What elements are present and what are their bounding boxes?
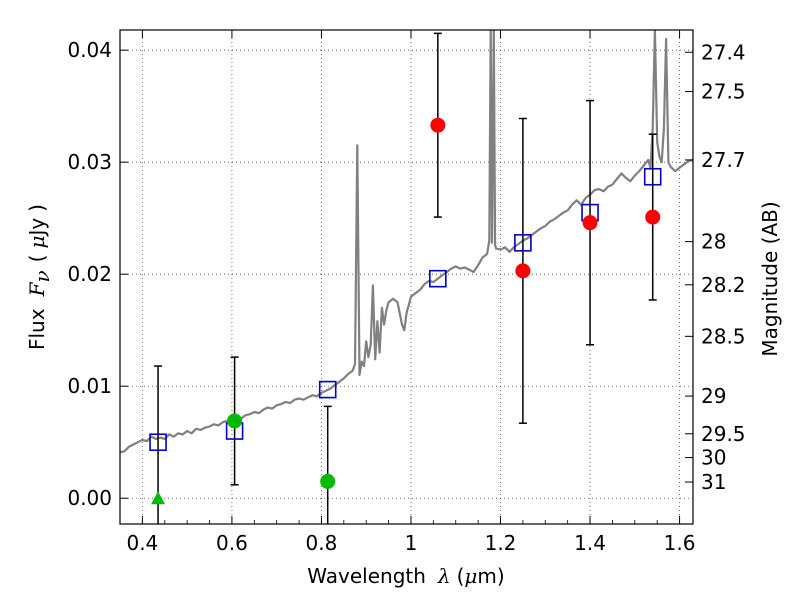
x-tick-label: 1	[405, 531, 418, 555]
model-photometry-square	[149, 433, 167, 452]
magnitude-tick-label: 28.5	[701, 324, 746, 348]
y-axis-ticks: 0.00 0.01 0.02 0.03 0.04	[67, 38, 128, 510]
x-tick-label: 0.8	[306, 531, 338, 555]
magnitude-tick-label: 27.4	[701, 40, 746, 64]
y-axis-symbol: F	[25, 281, 49, 297]
model-photometry-square	[318, 380, 337, 399]
y-tick-label: 0.01	[67, 374, 112, 398]
y-axis-unit-close: )	[25, 204, 49, 212]
y-tick-label: 0.00	[67, 486, 112, 510]
magnitude-tick-label: 27.5	[701, 80, 746, 104]
y-tick-label: 0.04	[67, 38, 112, 62]
y-tick-label: 0.02	[67, 262, 112, 286]
magnitude-tick-label: 28.2	[701, 273, 746, 297]
magnitude-tick-label: 27.7	[701, 148, 746, 172]
model-photometry-square	[429, 269, 447, 288]
observed-nir-point	[515, 263, 531, 279]
x-tick-label: 0.6	[216, 531, 248, 555]
observed-nir-point	[582, 215, 598, 231]
model-photometry-square	[643, 167, 662, 186]
magnitude-tick-label: 29.5	[701, 422, 746, 446]
observed-optical-point	[227, 413, 243, 429]
plot-background	[120, 30, 693, 524]
y-axis-label: Flux Fν ( μJy)	[25, 204, 54, 350]
x-axis-symbol: λ	[437, 564, 451, 588]
y-axis-symbol-subscript: ν	[30, 270, 54, 282]
x-tick-label: 0.4	[126, 531, 158, 555]
x-axis-unit-rest: m)	[477, 564, 504, 588]
observed-nir-point	[430, 117, 446, 133]
y-tick-label: 0.03	[67, 150, 112, 174]
x-tick-label: 1.2	[485, 531, 517, 555]
x-axis-label: Wavelength λ (μm)	[307, 564, 504, 588]
observed-nir-point	[645, 209, 661, 225]
y-axis-unit-rest: Jy	[25, 218, 49, 238]
x-tick-label: 1.6	[664, 531, 696, 555]
x-axis-ticks: 0.4 0.6 0.8 1 1.2 1.4 1.6	[119, 30, 696, 555]
plot-frame	[119, 29, 694, 525]
x-axis-unit-open: (	[457, 564, 465, 588]
magnitude-axis-label: Magnitude (AB)	[758, 201, 782, 356]
observed-optical-point	[320, 473, 336, 489]
y-axis-unit-open: (	[25, 255, 49, 263]
y-axis-label-text: Flux	[25, 308, 49, 350]
x-tick-label: 1.4	[574, 531, 606, 555]
model-photometry-square	[514, 234, 532, 252]
observed-optical-upper-limit-triangle	[151, 491, 166, 505]
x-axis-unit-mu: μ	[464, 564, 477, 588]
x-axis-label-text: Wavelength	[307, 564, 426, 588]
y-axis-unit-mu: μ	[25, 236, 49, 249]
magnitude-tick-label: 28	[701, 230, 726, 254]
magnitude-tick-label: 30	[701, 446, 726, 470]
magnitude-tick-label: 29	[701, 384, 726, 408]
observed-photometry-points	[151, 117, 661, 505]
magnitude-tick-label: 31	[701, 470, 726, 494]
